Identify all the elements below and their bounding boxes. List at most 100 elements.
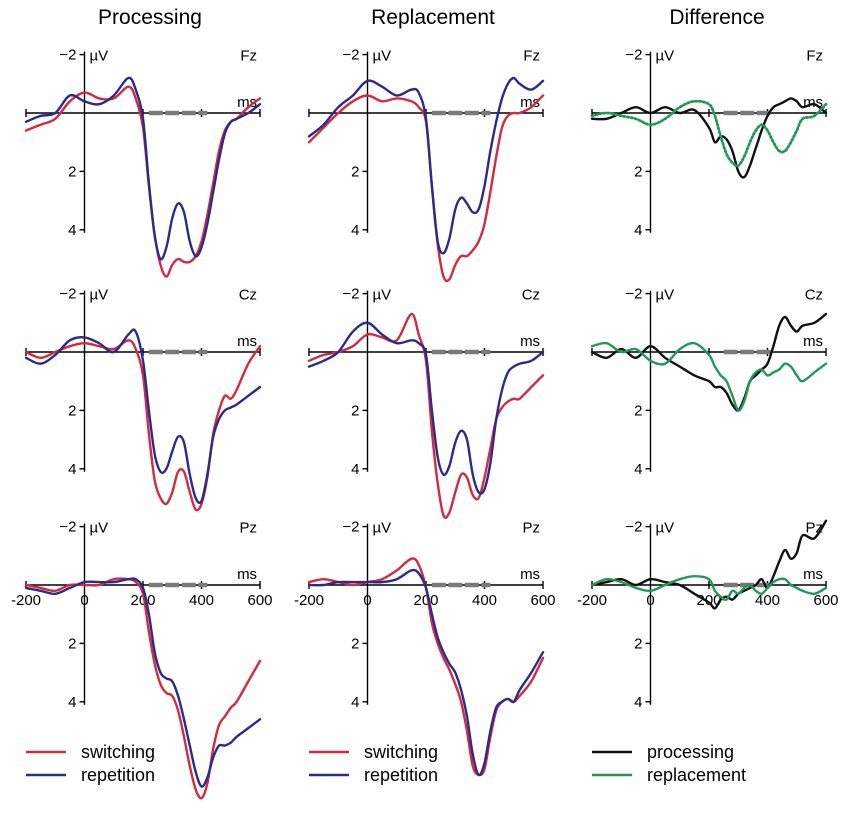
legend-item-switching: switching xyxy=(309,742,438,762)
x-tick-label: -200 xyxy=(577,592,607,609)
legend-item-processing: processing xyxy=(592,742,734,762)
y-tick-label: 4 xyxy=(634,461,642,478)
y-tick-label: −2 xyxy=(625,47,642,64)
y-tick-label: 4 xyxy=(351,461,359,478)
panel-processing-pz: −2 2 4 µV ms Pz -200 0 200 400 600 xyxy=(11,519,273,800)
series-line-replacement xyxy=(590,341,828,412)
x-unit-label: ms xyxy=(520,566,540,583)
panel-difference-cz: −2 2 4 µV ms Cz xyxy=(590,286,828,478)
x-tick-label: 600 xyxy=(813,592,838,609)
legend-label: repetition xyxy=(81,765,155,785)
y-unit-label: µV xyxy=(656,287,675,304)
column-title-processing: Processing xyxy=(98,6,202,29)
x-tick-label: 400 xyxy=(755,592,780,609)
y-tick-label: −2 xyxy=(342,286,359,303)
series-line-repetition xyxy=(307,76,545,255)
x-unit-label: ms xyxy=(520,94,540,111)
y-unit-label: µV xyxy=(90,520,109,537)
y-unit-label: µV xyxy=(373,520,392,537)
series-line-switching xyxy=(24,577,262,800)
x-unit-label: ms xyxy=(803,566,823,583)
y-tick-label: −2 xyxy=(59,286,76,303)
legend-item-switching: switching xyxy=(26,742,155,762)
x-unit-label: ms xyxy=(237,566,257,583)
legend-label: switching xyxy=(364,742,438,762)
series-line-repetition xyxy=(307,568,545,777)
legend-item-replacement: replacement xyxy=(592,765,746,785)
y-tick-label: 4 xyxy=(68,461,76,478)
series-line-replacement xyxy=(590,99,828,168)
x-tick-label: 600 xyxy=(530,592,555,609)
electrode-label: Cz xyxy=(805,287,823,304)
y-tick-label: −2 xyxy=(59,519,76,536)
x-unit-label: ms xyxy=(237,94,257,111)
column-titles: Processing Replacement Difference xyxy=(98,6,765,29)
electrode-label: Fz xyxy=(523,48,540,65)
y-tick-label: 4 xyxy=(634,222,642,239)
series-line-switching xyxy=(24,339,262,512)
y-tick-label: 2 xyxy=(634,635,642,652)
y-unit-label: µV xyxy=(656,48,675,65)
x-tick-label: -200 xyxy=(11,592,41,609)
legend-item-repetition: repetition xyxy=(26,765,155,785)
x-tick-label: 0 xyxy=(80,592,88,609)
series-line-repetition xyxy=(24,577,262,788)
y-tick-label: 4 xyxy=(68,222,76,239)
y-tick-label: 2 xyxy=(634,402,642,419)
x-unit-label: ms xyxy=(520,333,540,350)
y-tick-label: 2 xyxy=(634,163,642,180)
y-tick-label: 4 xyxy=(634,694,642,711)
y-tick-label: −2 xyxy=(342,519,359,536)
y-tick-label: −2 xyxy=(59,47,76,64)
series-line-processing xyxy=(590,97,828,179)
panel-replacement-pz: −2 2 4 µV ms Pz -200 0 200 400 600 xyxy=(294,519,556,777)
y-tick-label: 4 xyxy=(68,694,76,711)
x-unit-label: ms xyxy=(803,333,823,350)
x-tick-label: 200 xyxy=(413,592,438,609)
series-line-switching xyxy=(24,85,262,278)
x-tick-label: -200 xyxy=(294,592,324,609)
series-line-switching xyxy=(307,94,545,283)
y-unit-label: µV xyxy=(90,48,109,65)
series-line-repetition xyxy=(307,321,545,495)
legend-label: processing xyxy=(647,742,734,762)
y-tick-label: −2 xyxy=(342,47,359,64)
x-unit-label: ms xyxy=(237,333,257,350)
legend-item-repetition: repetition xyxy=(309,765,438,785)
legends: switching repetition switching repetition pr… xyxy=(26,742,746,785)
y-tick-label: 2 xyxy=(351,635,359,652)
x-tick-label: 400 xyxy=(472,592,497,609)
column-title-replacement: Replacement xyxy=(371,6,495,29)
y-tick-label: 4 xyxy=(351,222,359,239)
y-tick-label: −2 xyxy=(625,286,642,303)
y-tick-label: 2 xyxy=(68,163,76,180)
y-tick-label: 4 xyxy=(351,694,359,711)
panel-processing-cz: −2 2 4 µV ms Cz xyxy=(24,286,262,512)
y-unit-label: µV xyxy=(656,520,675,537)
panel-replacement-fz: −2 2 4 µV ms Fz xyxy=(307,47,545,283)
legend-label: replacement xyxy=(647,765,746,785)
series-line-switching xyxy=(307,312,545,519)
series-line-processing xyxy=(590,312,828,412)
y-unit-label: µV xyxy=(373,48,392,65)
electrode-label: Cz xyxy=(522,287,540,304)
electrode-label: Cz xyxy=(239,287,257,304)
electrode-label: Pz xyxy=(523,520,541,537)
panel-processing-fz: −2 2 4 µV ms Fz xyxy=(24,47,262,278)
column-title-difference: Difference xyxy=(669,6,764,29)
panel-replacement-cz: −2 2 4 µV ms Cz xyxy=(307,286,545,519)
y-tick-label: 2 xyxy=(68,402,76,419)
electrode-label: Pz xyxy=(240,520,258,537)
electrode-label: Fz xyxy=(806,48,823,65)
series-line-repetition xyxy=(24,76,262,261)
x-tick-label: 200 xyxy=(130,592,155,609)
legend-label: switching xyxy=(81,742,155,762)
y-tick-label: −2 xyxy=(625,519,642,536)
series-line-replacement xyxy=(590,575,828,602)
series-line-repetition xyxy=(24,328,262,505)
electrode-label: Fz xyxy=(240,48,257,65)
x-tick-label: 200 xyxy=(696,592,721,609)
